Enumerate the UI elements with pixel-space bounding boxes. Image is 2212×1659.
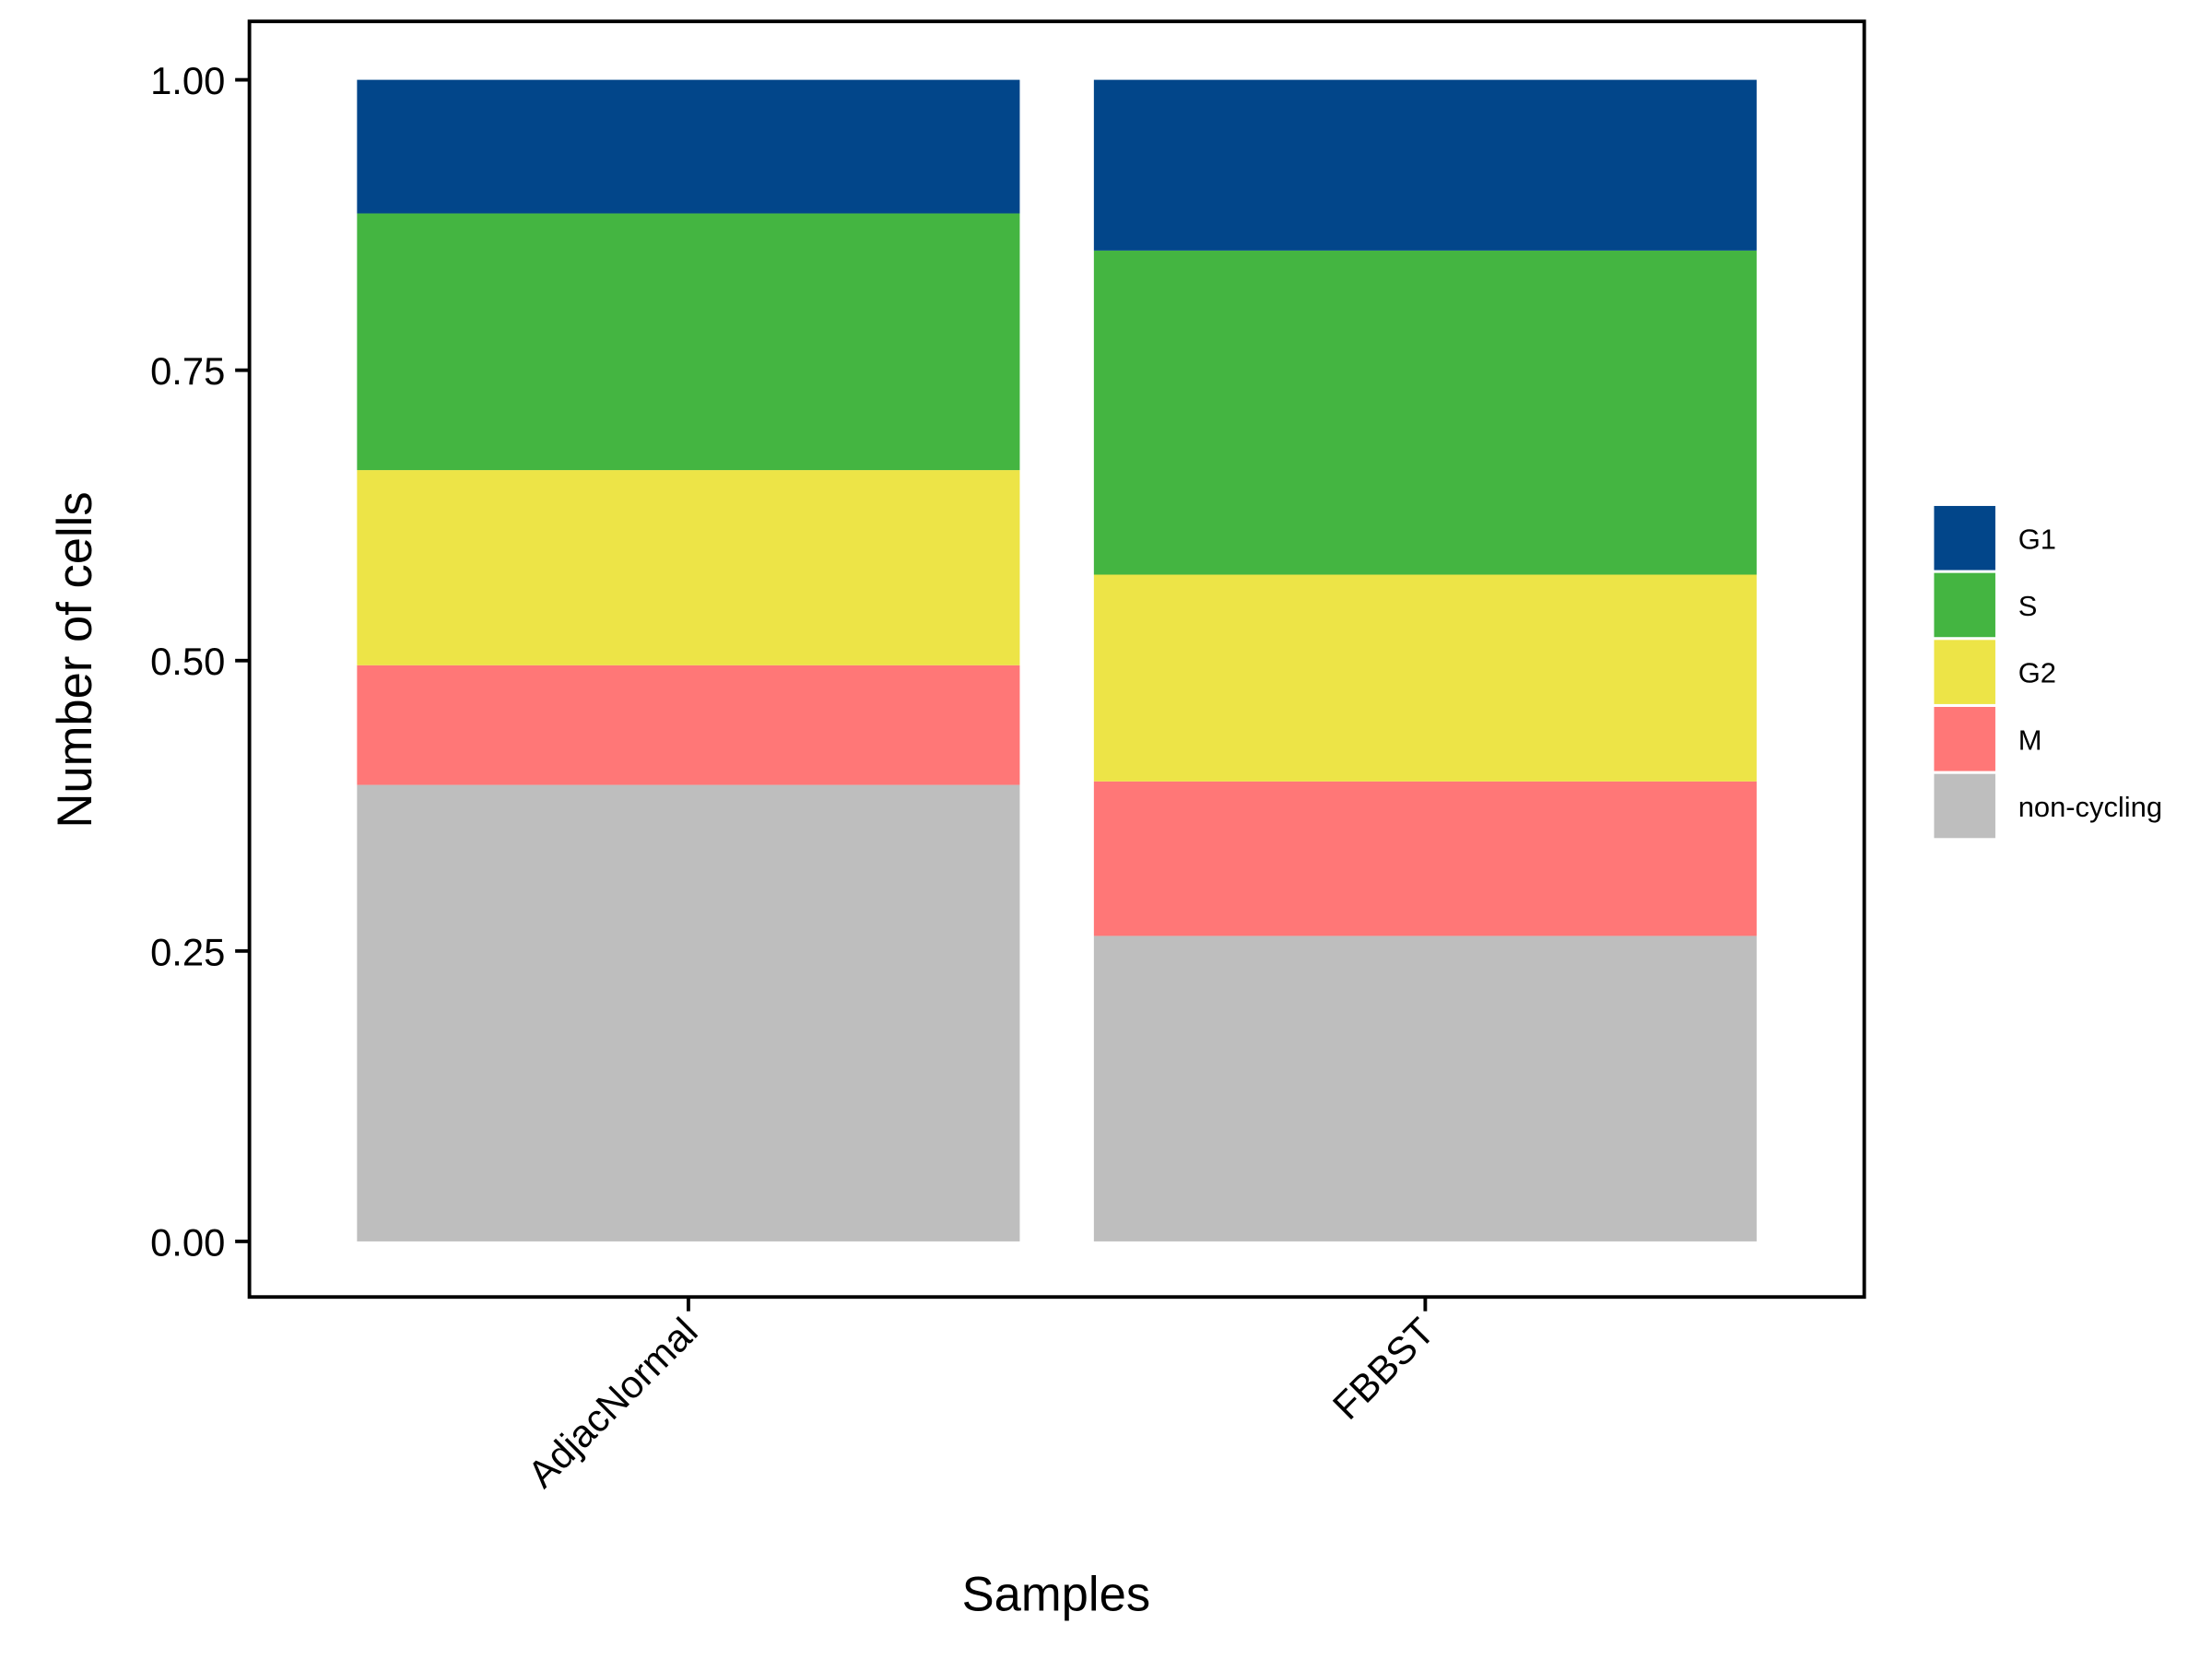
legend-label: S xyxy=(2018,590,2038,622)
y-axis: 0.00 0.25 0.50 0.75 1.00 xyxy=(150,59,250,1264)
y-tick-label: 0.75 xyxy=(150,349,225,393)
y-tick-label: 0.00 xyxy=(150,1220,225,1264)
bar-segment-AdjacNormal-G1 xyxy=(357,79,1020,214)
bar-segment-FBBST-G2 xyxy=(1093,574,1757,782)
y-tick-label: 0.25 xyxy=(150,930,225,973)
y-tick-label: 0.50 xyxy=(150,640,225,683)
bar-segment-FBBST-M xyxy=(1093,781,1757,936)
y-axis-label: Number of cells xyxy=(48,491,102,828)
legend-key-G1 xyxy=(1934,505,1995,571)
y-tick-label: 1.00 xyxy=(150,59,225,102)
legend-key-G2 xyxy=(1934,640,1995,704)
legend-label: G1 xyxy=(2018,523,2056,555)
legend-key-M xyxy=(1934,707,1995,771)
legend-label: M xyxy=(2018,724,2042,756)
bar-segment-FBBST-G1 xyxy=(1093,79,1757,251)
bar-segment-FBBST-non-cycling xyxy=(1093,935,1757,1241)
legend-label: non-cycling xyxy=(2018,791,2162,823)
x-axis-label: Samples xyxy=(962,1567,1151,1621)
bar-segment-FBBST-S xyxy=(1093,250,1757,575)
legend-key-S xyxy=(1934,572,1995,638)
bar-segment-AdjacNormal-S xyxy=(357,213,1020,471)
bars xyxy=(357,79,1757,1241)
legend-label: G2 xyxy=(2018,657,2056,689)
bar-segment-AdjacNormal-M xyxy=(357,665,1020,785)
bar-segment-AdjacNormal-G2 xyxy=(357,470,1020,665)
x-axis: AdjacNormal FBBST xyxy=(519,1297,1442,1496)
x-tick-label: AdjacNormal xyxy=(519,1310,705,1496)
bar-segment-AdjacNormal-non-cycling xyxy=(357,784,1020,1241)
legend-key-non-cycling xyxy=(1934,773,1995,839)
x-tick-label: FBBST xyxy=(1324,1310,1442,1428)
